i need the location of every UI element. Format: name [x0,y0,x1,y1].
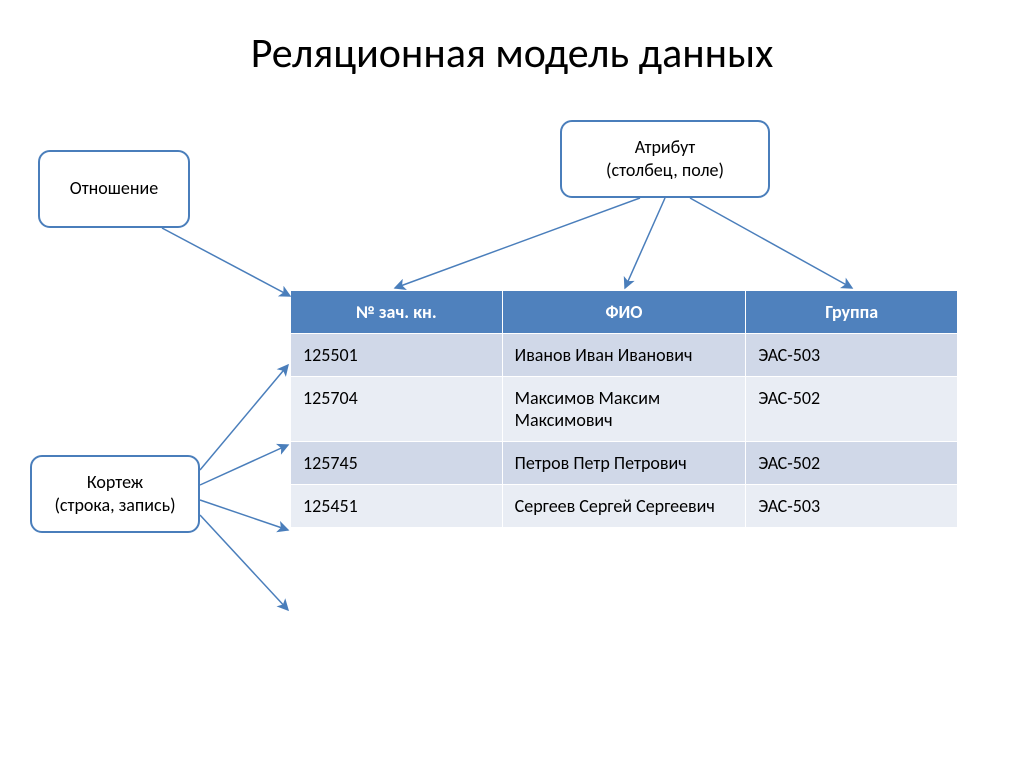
connector-arrow [200,445,288,485]
table-col-0: № зач. кн. [291,291,503,334]
connector-arrow [690,198,852,288]
node-relation-label: Отношение [70,177,158,200]
table-row: 125745Петров Петр ПетровичЭАС-502 [291,442,958,485]
table-cell: 125501 [291,334,503,377]
table-row: 125501Иванов Иван ИвановичЭАС-503 [291,334,958,377]
connector-arrow [200,515,288,610]
table-header: № зач. кн. ФИО Группа [291,291,958,334]
table-col-1: ФИО [502,291,746,334]
node-tuple-label: Кортеж(строка, запись) [54,471,175,518]
node-relation: Отношение [38,150,190,228]
table-col-2: Группа [746,291,958,334]
node-attribute: Атрибут(столбец, поле) [560,120,770,198]
table-cell: Максимов Максим Максимович [502,377,746,442]
students-table: № зач. кн. ФИО Группа 125501Иванов Иван … [290,290,958,528]
node-attribute-label: Атрибут(столбец, поле) [606,136,724,183]
table-cell: Иванов Иван Иванович [502,334,746,377]
table-cell: ЭАС-503 [746,334,958,377]
connector-arrow [395,198,640,288]
table-cell: ЭАС-503 [746,485,958,528]
table-cell: 125451 [291,485,503,528]
table-cell: 125704 [291,377,503,442]
table-cell: ЭАС-502 [746,442,958,485]
table-cell: Сергеев Сергей Сергеевич [502,485,746,528]
connector-arrow [162,228,290,296]
table-row: 125451Сергеев Сергей СергеевичЭАС-503 [291,485,958,528]
table-body: 125501Иванов Иван ИвановичЭАС-503125704М… [291,334,958,528]
connector-arrow [200,365,288,470]
table-cell: Петров Петр Петрович [502,442,746,485]
table-cell: 125745 [291,442,503,485]
connector-arrow [625,198,665,288]
table-cell: ЭАС-502 [746,377,958,442]
node-tuple: Кортеж(строка, запись) [30,455,200,533]
slide-title: Реляционная модель данных [0,28,1024,79]
table-row: 125704Максимов Максим МаксимовичЭАС-502 [291,377,958,442]
connector-arrow [200,500,288,530]
